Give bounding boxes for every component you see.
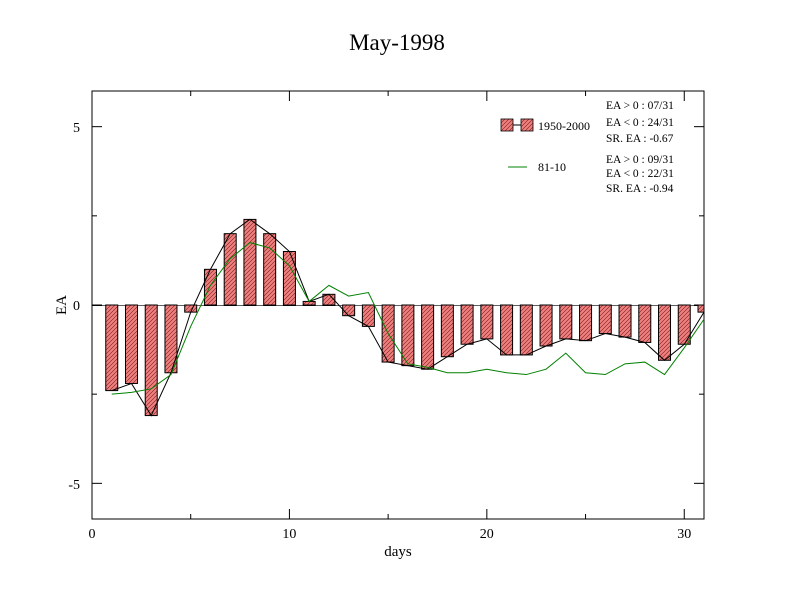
bar-day-6 [203,268,217,306]
bar-series-1950-2000 [105,218,705,417]
legend-bar-swatch-right [520,118,534,132]
bar-day-28 [638,304,652,343]
bar-day-21 [500,304,514,356]
bar-day-13 [342,304,356,317]
bar-day-31 [697,304,705,313]
legend-label-81-10: 81-10 [538,160,566,174]
bar-day-25 [579,304,593,342]
bar-day-7 [223,233,237,306]
legend: 1950-2000 81-10 EA > 0 : 07/31 EA < 0 : … [500,100,674,195]
x-tick-label-20: 20 [480,527,494,542]
x-axis-label: days [384,544,412,560]
bar-day-10 [282,251,296,306]
bar-day-1 [105,304,119,392]
legend-label-1950-2000: 1950-2000 [538,119,590,133]
bar-day-20 [480,304,494,340]
bar-day-27 [618,304,632,338]
bar-day-4 [164,304,178,374]
y-tick-label-neg5: -5 [68,478,80,493]
x-tick-label-0: 0 [89,527,96,542]
y-axis-label: EA [54,295,70,315]
bar-series-outline-line [111,218,705,417]
stat-81-10-positive: EA > 0 : 09/31 [606,154,674,166]
stat-81-10-sr: SR. EA : -0.94 [606,183,674,195]
bar-day-19 [460,304,474,345]
bar-day-29 [658,304,672,361]
bar-day-14 [361,304,375,327]
bar-day-8 [243,218,257,306]
bar-day-18 [440,304,454,358]
x-tick-label-10: 10 [282,527,296,542]
bar-day-2 [124,304,138,384]
bar-day-22 [519,304,533,356]
y-tick-label-5: 5 [73,121,80,136]
bar-day-17 [421,304,435,370]
stat-1950-2000-positive: EA > 0 : 07/31 [606,100,674,112]
stat-1950-2000-sr: SR. EA : -0.67 [606,133,674,145]
stat-81-10-negative: EA < 0 : 22/31 [606,168,674,180]
bar-day-23 [539,304,553,347]
x-tick-label-30: 30 [677,527,691,542]
bar-day-9 [263,233,277,306]
chart-title: May-1998 [349,30,445,55]
legend-bar-swatch-left [500,118,514,132]
line-series-81-10 [111,242,705,395]
bar-day-3 [144,304,158,417]
axis-ticks [91,91,704,519]
bar-day-24 [559,304,573,340]
bar-day-26 [598,304,612,335]
y-tick-label-0: 0 [73,299,80,314]
stat-1950-2000-negative: EA < 0 : 24/31 [606,117,674,129]
